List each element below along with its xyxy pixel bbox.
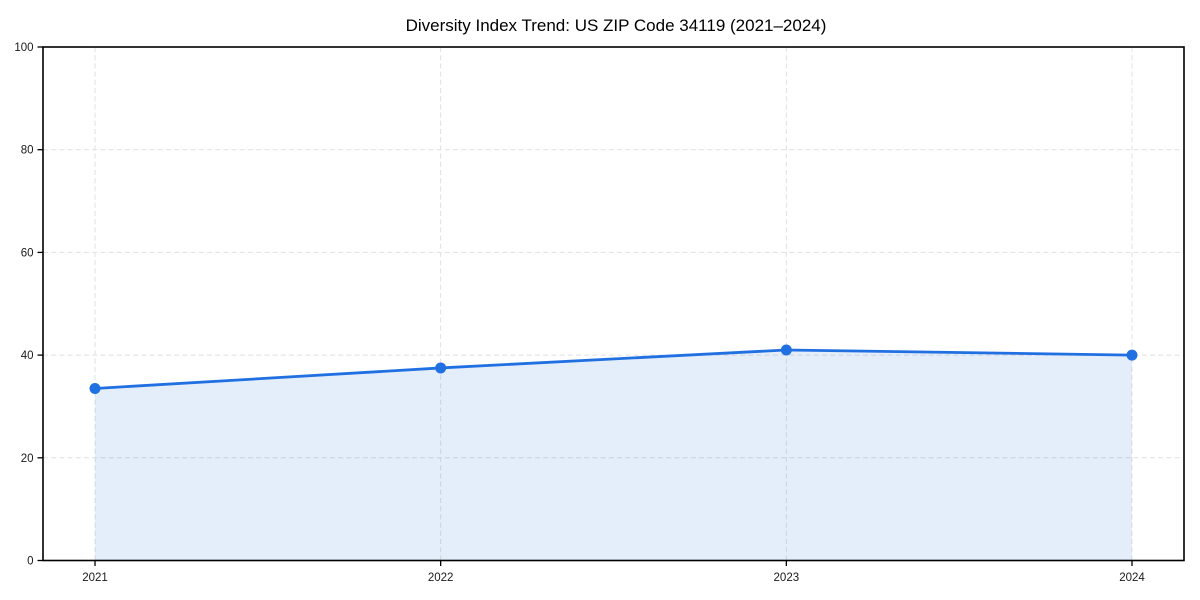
y-tick-label: 80 xyxy=(21,145,34,157)
trend-line xyxy=(93,348,1134,390)
data-point xyxy=(435,362,447,374)
data-point xyxy=(89,382,101,394)
x-tick-label: 2024 xyxy=(1119,572,1145,584)
area-fill xyxy=(95,349,1132,561)
y-tick-label: 60 xyxy=(21,247,34,259)
data-point xyxy=(780,344,792,356)
y-tick-label: 20 xyxy=(21,453,34,465)
plot-border xyxy=(42,46,1185,562)
x-tick-label: 2021 xyxy=(82,572,108,584)
x-tick-label: 2023 xyxy=(774,572,800,584)
x-tick-label: 2022 xyxy=(428,572,454,584)
y-tick-label: 0 xyxy=(27,556,33,568)
y-tick-label: 100 xyxy=(14,42,33,54)
y-tick-label: 40 xyxy=(21,350,34,362)
chart-title: Diversity Index Trend: US ZIP Code 34119… xyxy=(406,16,827,35)
data-point xyxy=(1126,349,1138,361)
